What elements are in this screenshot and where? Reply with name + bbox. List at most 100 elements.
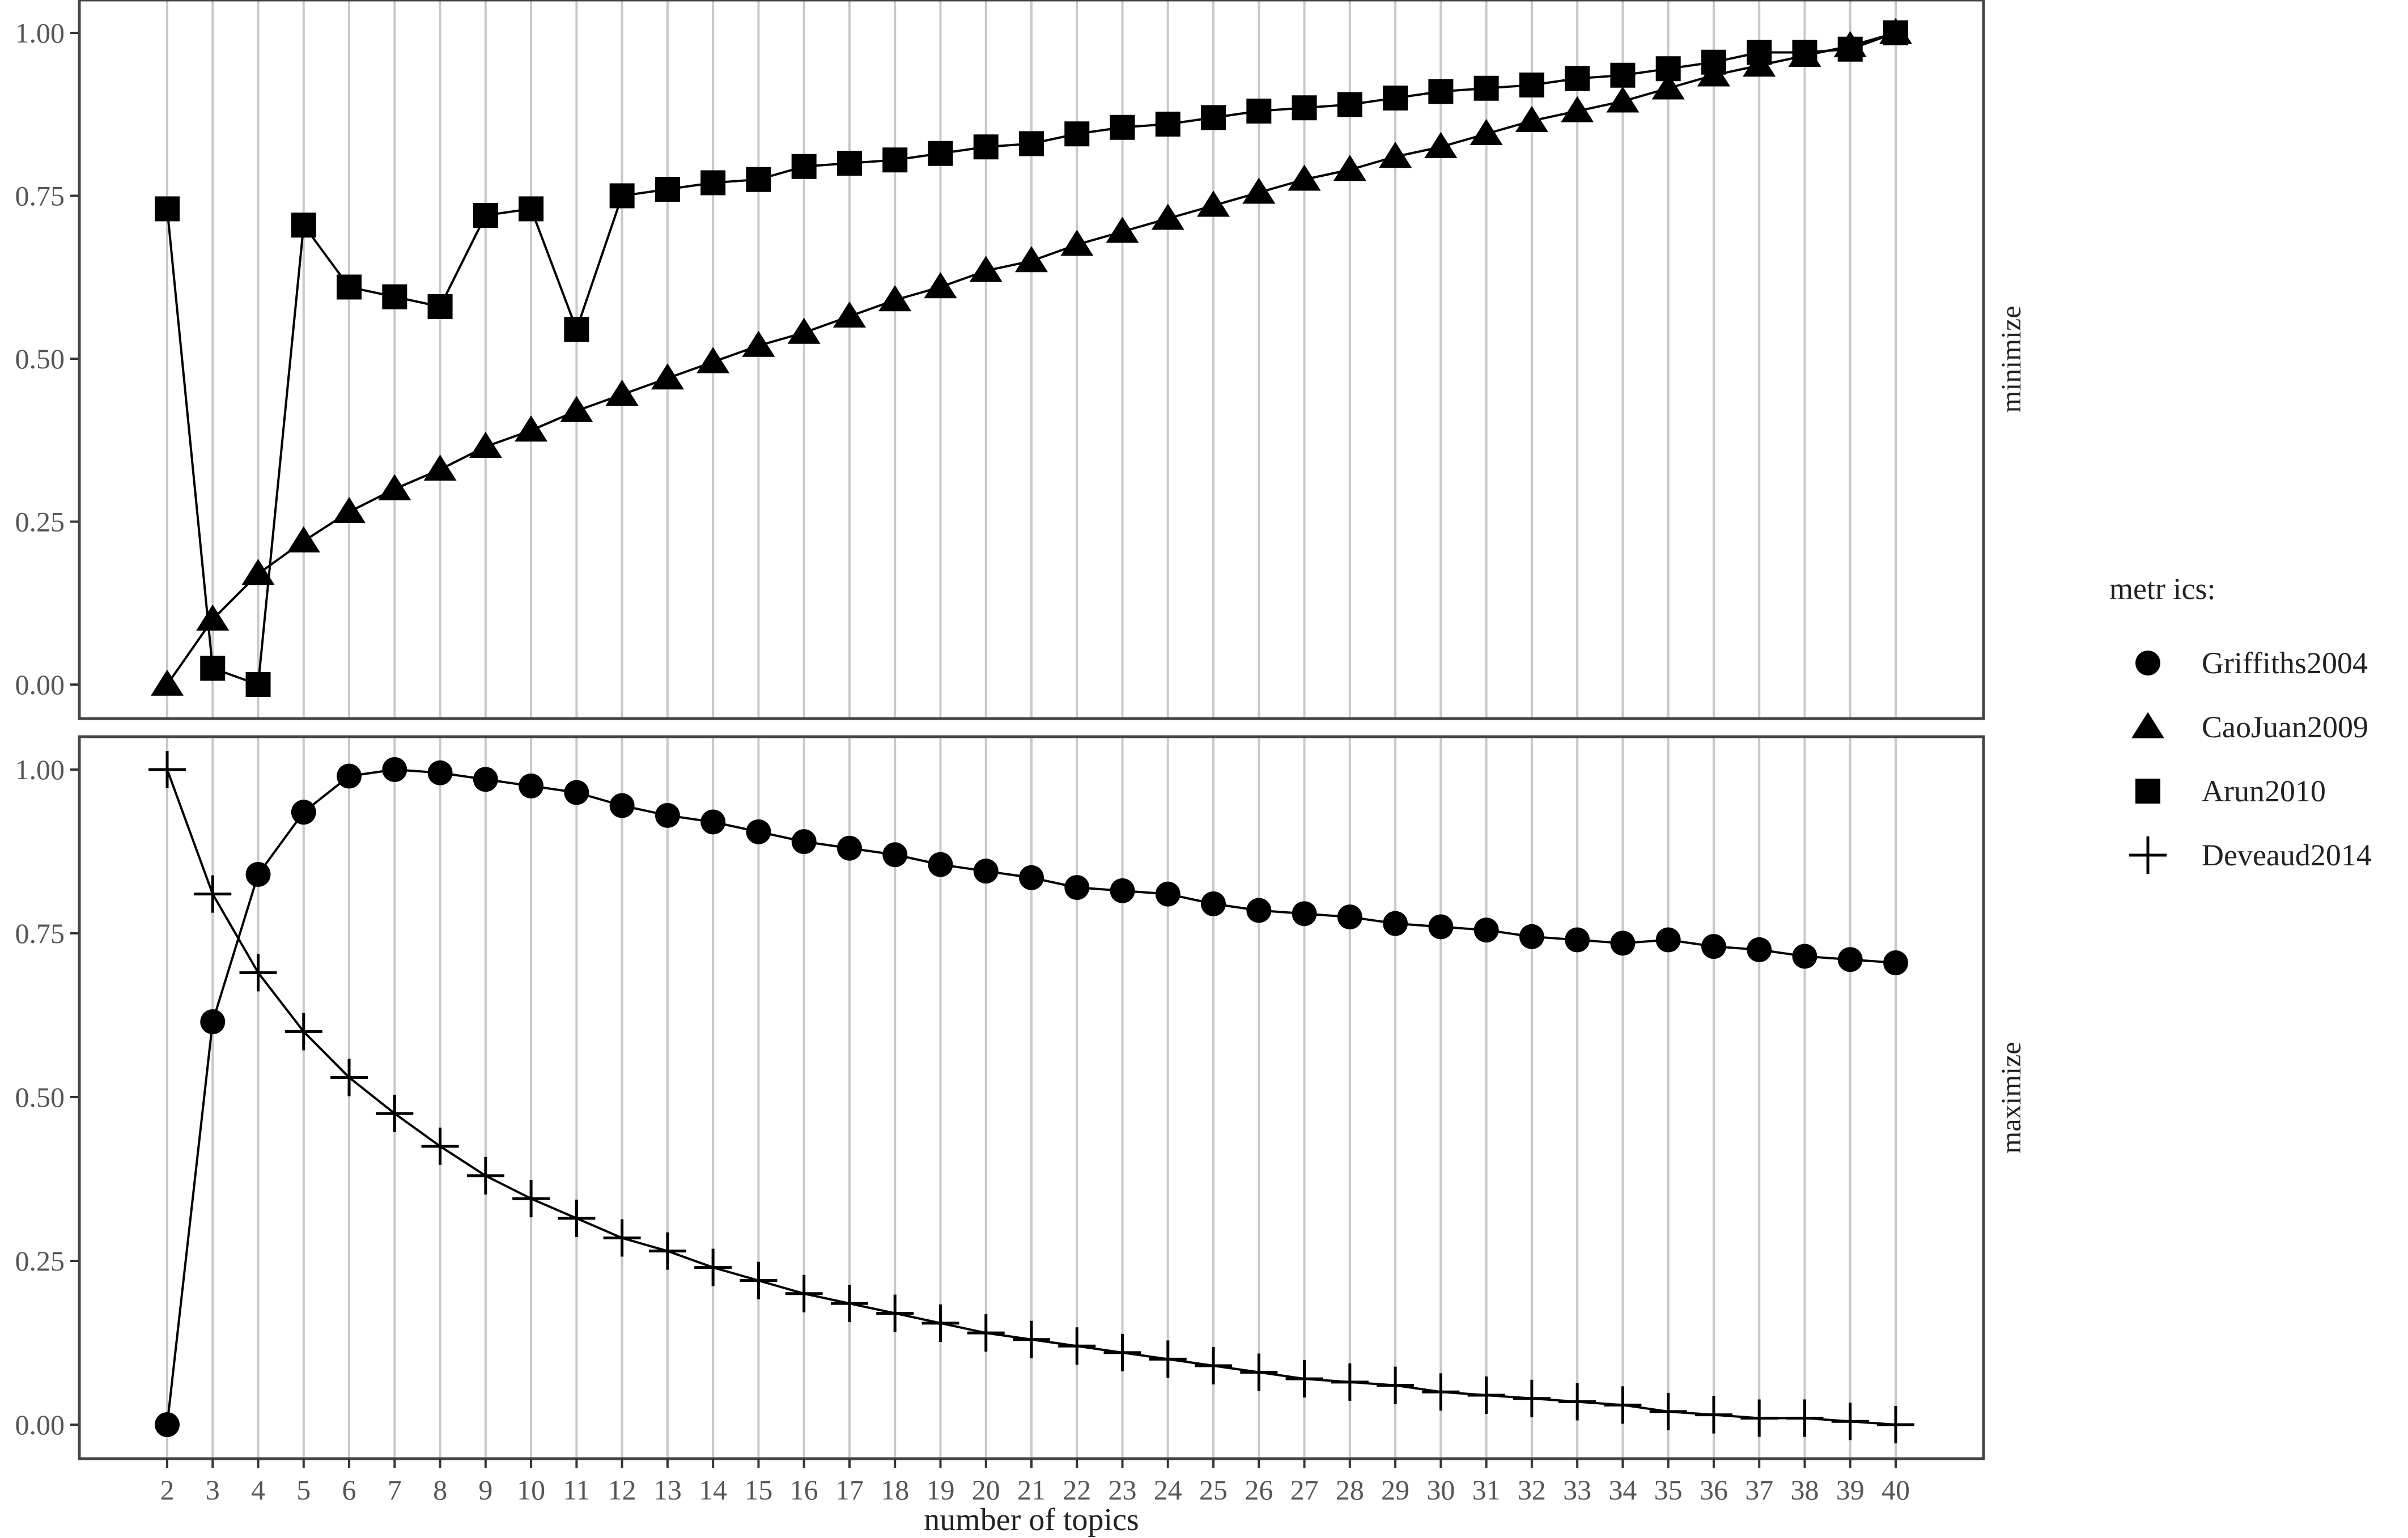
x-tick-label: 24	[1154, 1474, 1182, 1506]
x-tick-label: 5	[296, 1474, 311, 1506]
x-tick-label: 8	[433, 1474, 447, 1506]
data-point-griffiths2004	[1565, 927, 1590, 953]
x-tick-label: 30	[1426, 1474, 1455, 1506]
data-point-deveaud2014	[603, 1219, 641, 1257]
x-tick-label: 40	[1882, 1474, 1910, 1506]
data-point-griffiths2004	[1610, 931, 1636, 956]
panel-maximize: 0.00 0.25 0.50 0.75 1.00 maximize	[15, 735, 2027, 1460]
data-point-deveaud2014	[1467, 1376, 1505, 1414]
data-point-arun2010	[1747, 40, 1772, 65]
data-point-arun2010	[519, 196, 544, 222]
x-tick-label: 10	[517, 1474, 545, 1506]
data-point-deveaud2014	[694, 1248, 732, 1286]
data-point-deveaud2014	[1513, 1379, 1551, 1417]
panel-border	[78, 0, 1985, 720]
x-tick-label: 33	[1563, 1474, 1591, 1506]
data-point-caojuan2009	[560, 396, 593, 422]
data-point-griffiths2004	[1019, 865, 1044, 890]
x-tick-label: 19	[926, 1474, 954, 1506]
data-point-deveaud2014	[1604, 1386, 1642, 1424]
data-point-deveaud2014	[785, 1274, 823, 1312]
data-point-griffiths2004	[427, 760, 453, 785]
data-point-arun2010	[155, 196, 180, 222]
x-tick-label: 13	[653, 1474, 682, 1506]
data-point-deveaud2014	[1013, 1320, 1050, 1358]
data-point-deveaud2014	[967, 1314, 1005, 1352]
data-point-caojuan2009	[1561, 96, 1594, 122]
data-point-griffiths2004	[609, 793, 635, 818]
data-point-griffiths2004	[1747, 937, 1772, 962]
data-point-griffiths2004	[1201, 891, 1226, 916]
data-point-deveaud2014	[239, 954, 277, 992]
data-point-deveaud2014	[1740, 1399, 1778, 1437]
data-point-caojuan2009	[1651, 73, 1685, 100]
data-point-griffiths2004	[291, 800, 316, 825]
data-point-caojuan2009	[333, 496, 366, 524]
data-point-griffiths2004	[155, 1412, 180, 1437]
data-point-deveaud2014	[740, 1261, 778, 1299]
legend-label-arun2010: Arun2010	[2202, 774, 2326, 808]
data-point-arun2010	[1201, 105, 1226, 130]
strip-label-minimize: minimize	[1995, 306, 2027, 413]
data-point-caojuan2009	[878, 285, 912, 312]
data-point-arun2010	[1155, 112, 1180, 137]
y-tick-label: 0.75	[15, 917, 65, 949]
legend-label-griffiths2004: Griffiths2004	[2202, 646, 2368, 680]
data-point-arun2010	[291, 213, 316, 238]
data-point-deveaud2014	[558, 1199, 596, 1237]
data-point-arun2010	[746, 167, 771, 192]
x-axis-title: number of topics	[924, 1502, 1139, 1537]
data-point-caojuan2009	[833, 301, 866, 328]
x-tick-label: 7	[388, 1474, 402, 1506]
data-point-deveaud2014	[194, 875, 232, 913]
data-point-deveaud2014	[1649, 1392, 1687, 1430]
data-point-caojuan2009	[1106, 216, 1139, 243]
data-point-griffiths2004	[791, 829, 817, 855]
data-point-griffiths2004	[1064, 875, 1090, 900]
data-point-griffiths2004	[1428, 914, 1454, 940]
x-tick-label: 34	[1608, 1474, 1637, 1506]
data-point-arun2010	[1383, 86, 1408, 111]
data-point-deveaud2014	[376, 1094, 414, 1132]
data-point-arun2010	[1428, 79, 1454, 104]
data-point-caojuan2009	[241, 559, 275, 585]
data-point-arun2010	[382, 284, 407, 309]
data-point-arun2010	[1701, 49, 1726, 75]
data-point-deveaud2014	[1377, 1366, 1415, 1404]
data-point-caojuan2009	[378, 474, 411, 500]
x-tick-label: 32	[1518, 1474, 1546, 1506]
data-point-griffiths2004	[1701, 934, 1726, 959]
data-point-griffiths2004	[700, 809, 726, 835]
x-tick-label: 15	[744, 1474, 772, 1506]
data-point-deveaud2014	[830, 1285, 868, 1323]
data-point-griffiths2004	[746, 819, 771, 844]
legend-marker-deveaud2014	[2129, 836, 2167, 874]
data-point-griffiths2004	[473, 767, 498, 792]
data-point-caojuan2009	[1470, 118, 1503, 146]
data-point-deveaud2014	[648, 1232, 686, 1270]
legend: metr ics: Griffiths2004 CaoJuan2009 Arun201…	[2109, 572, 2372, 874]
data-point-arun2010	[1292, 95, 1317, 121]
x-tick-label: 6	[342, 1474, 356, 1506]
data-point-arun2010	[245, 672, 271, 697]
data-point-deveaud2014	[330, 1059, 368, 1097]
panel-minimize: 0.00 0.25 0.50 0.75 1.00 minimize	[15, 0, 2027, 720]
data-point-caojuan2009	[787, 317, 821, 344]
data-point-deveaud2014	[1058, 1327, 1096, 1365]
y-tick-label: 0.75	[15, 180, 65, 212]
data-point-griffiths2004	[882, 842, 908, 868]
y-tick-label: 0.50	[15, 1081, 65, 1113]
legend-title: metr ics:	[2109, 572, 2215, 606]
x-tick-label: 27	[1290, 1474, 1319, 1506]
data-point-arun2010	[791, 154, 817, 179]
data-point-arun2010	[836, 151, 862, 176]
data-point-deveaud2014	[1285, 1360, 1323, 1398]
data-point-deveaud2014	[1831, 1403, 1869, 1441]
data-point-arun2010	[200, 656, 226, 681]
data-point-caojuan2009	[742, 330, 775, 357]
x-tick-label: 38	[1790, 1474, 1819, 1506]
data-point-griffiths2004	[200, 1009, 226, 1035]
data-point-caojuan2009	[1242, 177, 1276, 204]
data-point-deveaud2014	[512, 1180, 550, 1218]
data-point-griffiths2004	[1792, 944, 1817, 969]
